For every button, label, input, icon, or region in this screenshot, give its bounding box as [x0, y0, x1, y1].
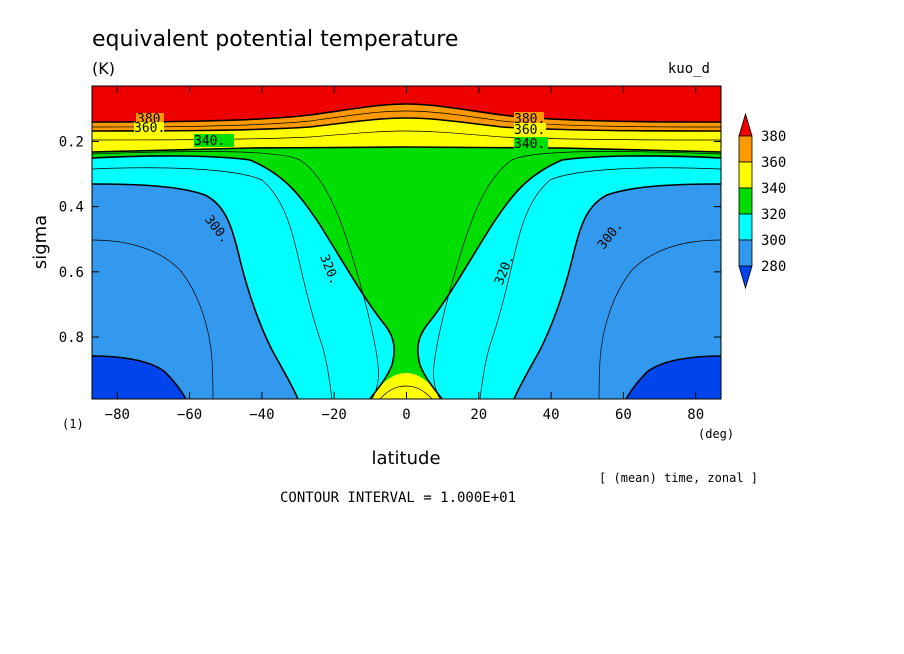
colorbar-level-label: 360 [761, 155, 786, 171]
chart-title: equivalent potential temperature [92, 27, 458, 52]
colorbar-level-label: 380 [761, 129, 786, 145]
x-axis-label: latitude [371, 448, 440, 469]
contour-320-left [91, 155, 395, 400]
y-tick-label: 0.4 [59, 200, 84, 216]
x-tick-label: −60 [177, 407, 202, 423]
contour-330-left [91, 151, 379, 400]
band-280-300-right [514, 184, 721, 399]
contour-380 [91, 103, 722, 123]
colorbar-level-label: 300 [761, 233, 786, 249]
contour-370 [91, 110, 722, 128]
run-label: kuo_d [668, 61, 710, 77]
contour-360 [91, 117, 722, 132]
y-axis: 0.2 0.4 0.6 0.8 [59, 134, 721, 346]
x-tick-label: 40 [543, 407, 560, 423]
contour-300-left [91, 183, 299, 400]
x-tick-label: 0 [402, 407, 410, 423]
contour-290-right [598, 239, 722, 400]
contour-320-right [417, 155, 722, 400]
x-tick-label: −80 [105, 407, 130, 423]
colorbar-swatch [738, 239, 753, 267]
contour-330-right [433, 151, 722, 400]
band-280-300-left [92, 184, 298, 399]
contour-310-left [91, 167, 333, 400]
colorbar-swatch [738, 161, 753, 189]
colorbar-swatch-top [738, 112, 753, 137]
contour-290-left [91, 239, 214, 400]
colorbar-level-label: 280 [761, 259, 786, 275]
contour-280-right [625, 355, 722, 400]
contour-interval-text: CONTOUR INTERVAL = 1.000E+01 [280, 490, 516, 506]
band-below-280-left [92, 356, 186, 399]
x-axis: −80 −60 −40 −20 0 20 40 60 80 [105, 86, 704, 423]
colorbar-swatch [738, 213, 753, 241]
y-axis-label: sigma [30, 215, 51, 269]
x-tick-label: −40 [249, 407, 274, 423]
x-tick-label: −20 [322, 407, 347, 423]
contour-300-right [513, 183, 722, 400]
colorbar-swatch-bottom [738, 265, 753, 290]
contour-label-340-left: 340. [194, 134, 225, 149]
contour-280-left [91, 355, 187, 400]
x-tick-label: 80 [687, 407, 704, 423]
colorbar-swatch [738, 187, 753, 215]
contour-label-360-right: 360. [514, 123, 545, 138]
contour-label-360-left: 360. [134, 121, 165, 136]
colorbar-swatch [738, 135, 753, 163]
averaging-note: [ (mean) time, zonal ] [599, 471, 758, 485]
y-unit-label: (1) [62, 417, 84, 431]
units-label: (K) [92, 59, 115, 78]
contour-plot: 380. 360. 340. 380. 360. 340. 320. 320. … [91, 85, 722, 400]
x-tick-label: 20 [470, 407, 487, 423]
contour-350-bottom [379, 385, 433, 400]
y-tick-label: 0.2 [59, 134, 84, 150]
band-below-280-right [626, 356, 721, 399]
y-tick-label: 0.8 [59, 330, 84, 346]
contour-310-right [479, 167, 722, 400]
y-tick-label: 0.6 [59, 265, 84, 281]
x-unit-label: (deg) [698, 427, 734, 441]
colorbar-level-label: 340 [761, 181, 786, 197]
x-tick-label: 60 [615, 407, 632, 423]
contour-label-340-right: 340. [514, 137, 545, 152]
colorbar-level-label: 320 [761, 207, 786, 223]
colorbar: 380 360 340 320 300 280 [738, 112, 786, 290]
